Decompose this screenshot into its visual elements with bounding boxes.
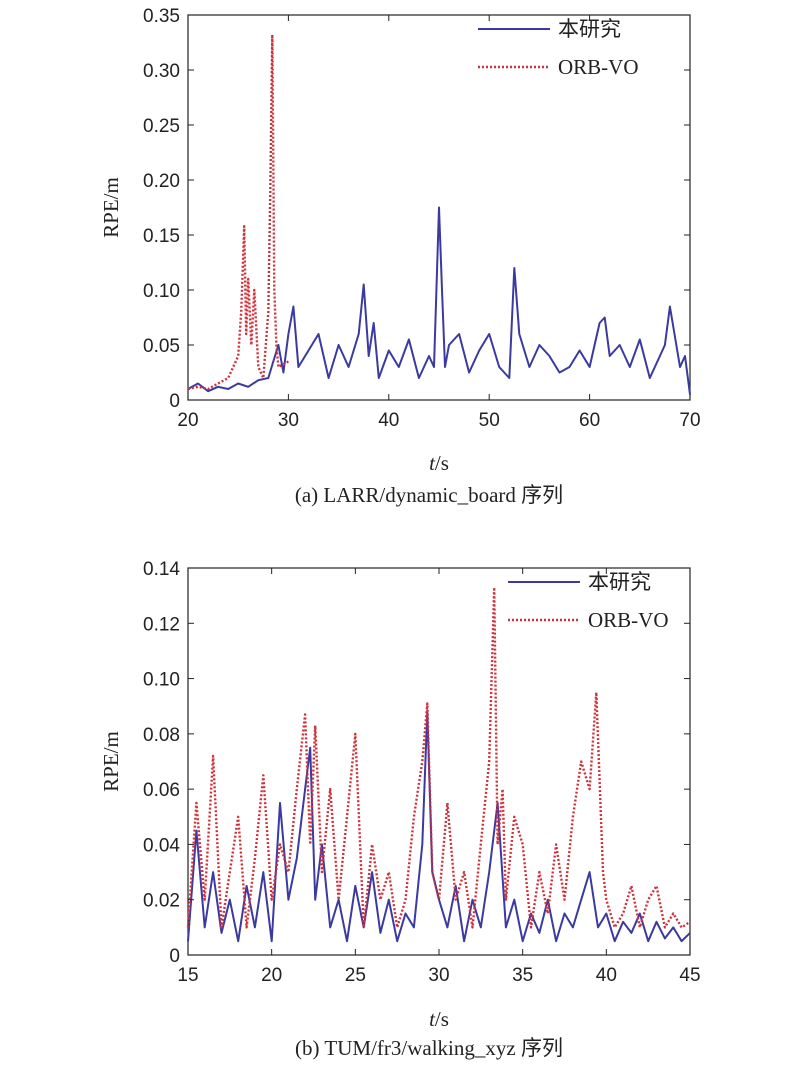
series-line-orb-vo <box>187 33 289 391</box>
x-axis-label-var: t <box>429 451 436 475</box>
y-tick-label: 0.10 <box>143 281 180 302</box>
x-tick-label: 70 <box>679 410 700 431</box>
y-tick-label: 0.02 <box>143 891 180 912</box>
series-line-ours <box>187 710 691 943</box>
x-tick-label: 60 <box>579 410 600 431</box>
y-tick-label: 0.06 <box>143 780 180 801</box>
y-axis-label: RPE/m <box>99 731 123 792</box>
chart-panel-b: 15 20 25 30 35 40 45 0 0.02 0.04 0.06 0.08 0.10 0.12 0… <box>99 559 701 1060</box>
y-tick-label: 0.35 <box>143 6 180 27</box>
x-axis-label: t/s <box>429 451 449 475</box>
x-tick-label: 30 <box>278 410 299 431</box>
x-tick-label: 40 <box>378 410 399 431</box>
x-tick-label: 20 <box>261 965 282 986</box>
x-tick-label: 45 <box>679 965 700 986</box>
series-line-ours <box>187 206 691 395</box>
y-tick-label: 0.04 <box>143 835 180 856</box>
legend-label-orb-vo: ORB-VO <box>558 55 639 79</box>
x-axis-label-unit: /s <box>435 451 449 475</box>
y-tick-label: 0 <box>169 946 180 967</box>
legend-label-ours: 本研究 <box>588 570 651 594</box>
x-tick-label: 20 <box>177 410 198 431</box>
x-tick-label: 35 <box>512 965 533 986</box>
y-tick-label: 0.20 <box>143 171 180 192</box>
x-tick-label: 15 <box>177 965 198 986</box>
x-tick-label: 25 <box>345 965 366 986</box>
y-tick-label: 0.05 <box>143 336 180 357</box>
x-axis-label-unit: /s <box>435 1007 449 1031</box>
legend-label-orb-vo: ORB-VO <box>588 608 669 632</box>
y-tick-label: 0.10 <box>143 670 180 691</box>
y-axis-label: RPE/m <box>99 177 123 238</box>
y-tick-label: 0.12 <box>143 614 180 635</box>
y-tick-label: 0 <box>169 391 180 412</box>
y-tick-label: 0.14 <box>143 559 180 580</box>
x-axis-label: t/s <box>429 1007 449 1031</box>
y-tick-label: 0.25 <box>143 116 180 137</box>
y-tick-label: 0.30 <box>143 61 180 82</box>
legend-label-ours: 本研究 <box>558 17 621 41</box>
y-tick-label: 0.15 <box>143 226 180 247</box>
series-line-orb-vo <box>186 586 691 929</box>
panel-caption: (a) LARR/dynamic_board 序列 <box>295 483 563 507</box>
x-tick-label: 40 <box>596 965 617 986</box>
panel-caption: (b) TUM/fr3/walking_xyz 序列 <box>295 1036 563 1060</box>
x-tick-label: 30 <box>428 965 449 986</box>
plot-frame <box>187 14 691 401</box>
y-tick-label: 0.08 <box>143 725 180 746</box>
x-tick-label: 50 <box>479 410 500 431</box>
x-axis-label-var: t <box>429 1007 436 1031</box>
chart-panel-a: 20 30 40 50 60 70 0 0.05 0.10 0.15 0.20 0.25 0.30 0.3… <box>99 6 701 507</box>
